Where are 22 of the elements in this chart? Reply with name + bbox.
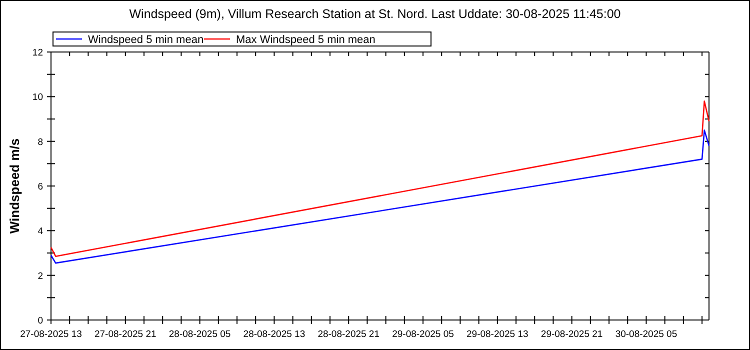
- legend-label: Windspeed 5 min mean: [88, 34, 204, 46]
- y-tick-label: 6: [38, 182, 43, 192]
- chart-title: Windspeed (9m), Villum Research Station at St. Nord. Last Uddate: 30-08-2025 11:45:00: [129, 7, 621, 21]
- x-tick-label: 27-08-2025 21: [94, 329, 156, 340]
- x-tick-label: 29-08-2025 05: [392, 329, 454, 340]
- x-tick-label: 28-08-2025 05: [168, 329, 231, 340]
- y-axis-title: Windspeed m/s: [7, 138, 22, 234]
- y-tick-label: 12: [32, 48, 43, 58]
- x-tick-label: 28-08-2025 13: [243, 329, 306, 340]
- x-tick-label: 28-08-2025 21: [318, 329, 380, 340]
- y-tick-label: 0: [38, 316, 43, 326]
- x-tick-label: 30-08-2025 05: [615, 329, 678, 340]
- y-tick-label: 10: [32, 92, 43, 104]
- y-tick-label: 2: [38, 270, 43, 282]
- x-tick-label: 29-08-2025 13: [466, 329, 528, 340]
- legend-label: Max Windspeed 5 min mean: [236, 34, 376, 46]
- line-series: [50, 130, 710, 264]
- x-tick-label: 27-08-2025 13: [20, 329, 82, 340]
- y-tick-label: 8: [38, 136, 43, 148]
- y-tick-label: 4: [38, 226, 43, 238]
- x-tick-label: 29-08-2025 21: [540, 329, 603, 340]
- line-series: [50, 100, 710, 257]
